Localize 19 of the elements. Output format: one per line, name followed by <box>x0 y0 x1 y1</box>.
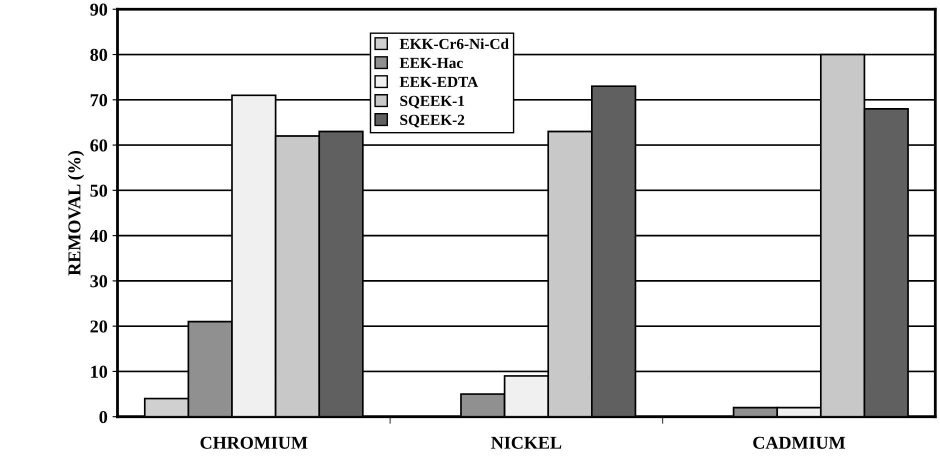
y-tick-label: 10 <box>91 366 108 378</box>
y-tick-label: 90 <box>90 4 108 16</box>
y-axis-title: REMOVAL (%) <box>68 150 84 276</box>
y-tick-label: 0 <box>99 410 108 424</box>
y-tick-label: 50 <box>90 184 108 197</box>
y-tick-label: 20 <box>90 320 108 333</box>
y-tick-label: 60 <box>90 139 108 152</box>
y-tick-label: 40 <box>90 230 108 242</box>
legend-label: EKK-Cr6-Ni-Cd <box>400 38 509 50</box>
legend-label: SQEEK-2 <box>400 114 464 128</box>
x-tick-label: CHROMIUM <box>200 436 308 449</box>
x-tick-label: NICKEL <box>491 436 562 449</box>
x-tick-label: CADMIUM <box>753 436 846 449</box>
legend-label: EEK-Hac <box>400 58 463 68</box>
legend-label: EEK-EDTA <box>400 76 478 87</box>
y-tick-label: 70 <box>90 94 108 106</box>
legend-label: SQEEK-1 <box>400 96 464 108</box>
y-tick-label: 80 <box>90 48 108 61</box>
y-tick-label: 30 <box>90 275 108 288</box>
